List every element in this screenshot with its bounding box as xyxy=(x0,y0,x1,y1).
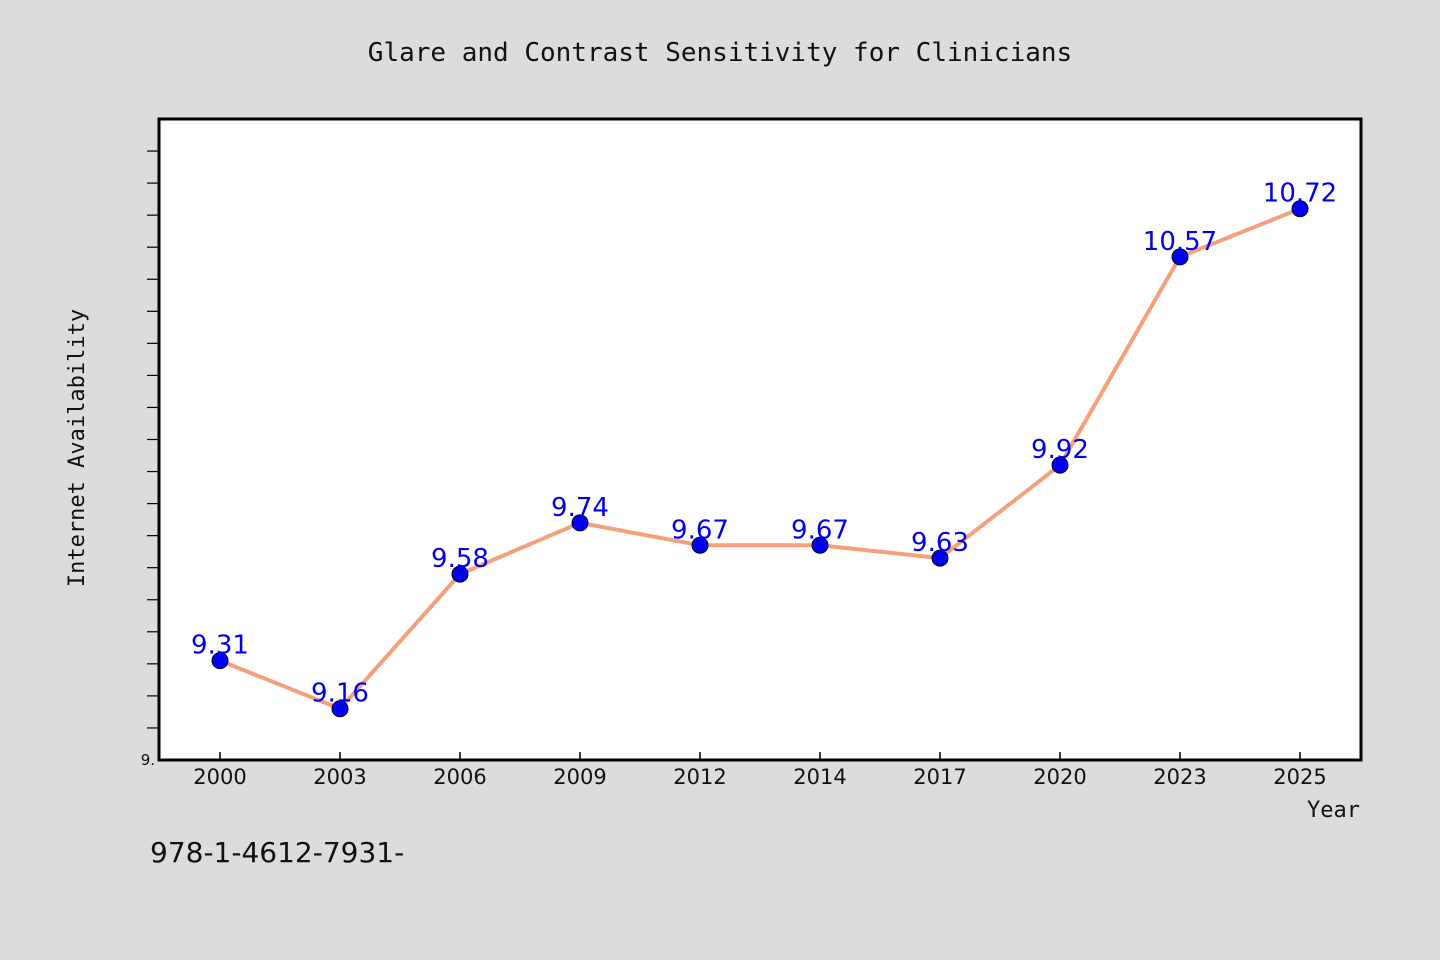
x-tick-label: 2017 xyxy=(913,765,966,789)
data-point xyxy=(811,536,829,554)
data-point xyxy=(571,514,589,532)
data-label: 9.31 xyxy=(191,631,249,661)
y-axis-ticks: 9. xyxy=(141,150,159,769)
data-point xyxy=(1051,456,1069,474)
data-point xyxy=(331,700,349,718)
x-tick-label: 2009 xyxy=(553,765,606,789)
y-tick-label: 9. xyxy=(141,751,155,769)
data-label: 9.74 xyxy=(551,493,609,523)
data-point xyxy=(451,565,469,583)
data-markers xyxy=(211,200,1309,718)
series-line xyxy=(219,206,1301,711)
data-label: 9.63 xyxy=(911,528,969,558)
data-labels: 9.31 9.16 9.58 9.74 9.67 9.67 9.63 9.92 10.57 10.… xyxy=(191,179,1337,709)
data-point xyxy=(691,536,709,554)
plot-area xyxy=(157,117,1363,762)
data-label: 9.67 xyxy=(791,515,849,545)
data-point xyxy=(1171,248,1189,266)
x-tick-label: 2014 xyxy=(793,765,846,789)
data-label: 9.67 xyxy=(671,515,729,545)
y-axis-label: Internet Availability xyxy=(65,309,90,587)
data-label: 9.16 xyxy=(311,679,369,709)
x-tick-label: 2000 xyxy=(193,765,246,789)
x-axis-label: Year xyxy=(1307,798,1360,823)
x-tick-label: 2023 xyxy=(1153,765,1206,789)
x-tick-label: 2025 xyxy=(1273,765,1326,789)
x-tick-label: 2020 xyxy=(1033,765,1086,789)
data-label: 9.92 xyxy=(1031,435,1089,465)
x-tick-label: 2003 xyxy=(313,765,366,789)
chart-title: Glare and Contrast Sensitivity for Clini… xyxy=(368,38,1072,68)
footer-code: 978-1-4612-7931- xyxy=(150,836,405,869)
x-tick-label: 2006 xyxy=(433,765,486,789)
data-point xyxy=(931,549,949,567)
data-point xyxy=(211,652,229,670)
data-point xyxy=(1291,200,1309,218)
data-label: 10.72 xyxy=(1263,179,1337,209)
x-axis-ticks: 2000 2003 2006 2009 2012 2014 2017 2020 2023 2025 xyxy=(193,752,1327,789)
data-label: 10.57 xyxy=(1143,227,1217,257)
data-label: 9.58 xyxy=(431,544,489,574)
x-tick-label: 2012 xyxy=(673,765,726,789)
